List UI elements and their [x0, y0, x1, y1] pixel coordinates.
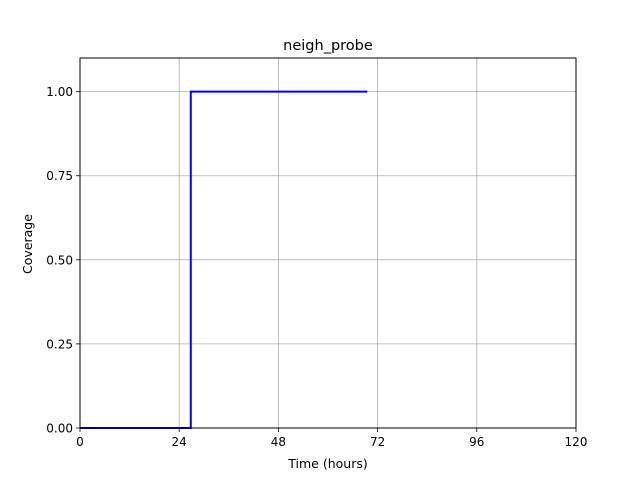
tick-layer: 0 24 48 72 96 120 0.00 0.25 0.50 0.75 1.00	[46, 85, 587, 449]
x-tick-label: 96	[469, 435, 484, 449]
y-tick-label: 0.50	[46, 253, 73, 267]
y-tick-label: 0.00	[46, 422, 73, 436]
chart-title: neigh_probe	[283, 38, 373, 54]
plot-frame	[79, 57, 577, 429]
x-tick-label: 24	[172, 435, 187, 449]
x-tick-label: 0	[76, 435, 84, 449]
y-tick-label: 0.25	[46, 337, 73, 351]
y-axis-label: Coverage	[20, 214, 35, 274]
x-tick-label: 48	[271, 435, 286, 449]
y-tick-label: 1.00	[46, 85, 73, 99]
y-tick-label: 0.75	[46, 169, 73, 183]
x-axis-label: Time (hours)	[287, 456, 367, 471]
x-tick-label: 120	[565, 435, 588, 449]
x-tick-label: 72	[370, 435, 385, 449]
